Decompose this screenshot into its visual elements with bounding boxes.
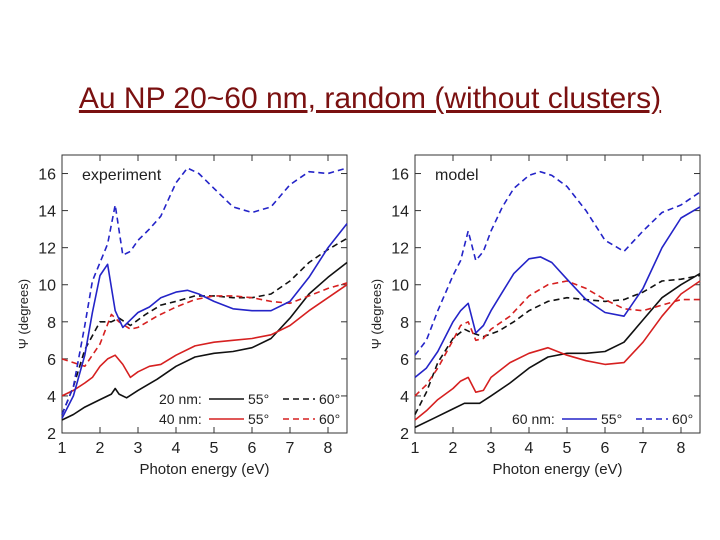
x-tick-label: 4 xyxy=(525,440,534,457)
series-line-red-solid xyxy=(414,280,701,421)
x-tick-label: 6 xyxy=(248,440,257,457)
x-tick-label: 8 xyxy=(324,440,333,457)
legend-label-solid: 55° xyxy=(248,411,269,427)
y-axis-label: Ψ (degrees) xyxy=(369,279,384,349)
plot-frame xyxy=(414,154,701,434)
series-line-red-solid xyxy=(61,284,348,397)
x-tick-label: 2 xyxy=(449,440,458,457)
series-line-black-solid xyxy=(61,261,348,421)
series-line-black-solid xyxy=(414,272,701,429)
plot-frame xyxy=(61,154,348,434)
y-tick-label: 12 xyxy=(391,241,409,258)
x-tick-label: 4 xyxy=(172,440,181,457)
y-tick-label: 14 xyxy=(391,204,409,221)
legend-prefix: 20 nm: xyxy=(159,391,202,407)
y-tick-label: 6 xyxy=(47,352,56,369)
y-tick-label: 16 xyxy=(38,167,56,184)
y-axis-label: Ψ (degrees) xyxy=(16,279,31,349)
y-tick-label: 4 xyxy=(400,389,409,406)
panel-label: model xyxy=(435,167,479,184)
y-tick-label: 6 xyxy=(400,352,409,369)
y-tick-label: 8 xyxy=(47,315,56,332)
x-tick-label: 1 xyxy=(58,440,67,457)
legend-label-solid: 55° xyxy=(248,391,269,407)
legend-label-solid: 55° xyxy=(601,411,622,427)
y-tick-label: 10 xyxy=(38,278,56,295)
legend-prefix: 40 nm: xyxy=(159,411,202,427)
slide-title: Au NP 20~60 nm, random (without clusters… xyxy=(78,82,662,115)
x-tick-label: 2 xyxy=(96,440,105,457)
x-tick-label: 3 xyxy=(487,440,496,457)
y-tick-label: 10 xyxy=(391,278,409,295)
x-tick-label: 5 xyxy=(210,440,219,457)
legend-label-dashed: 60° xyxy=(319,411,340,427)
series-line-black-dashed xyxy=(61,237,348,415)
series-line-blue-dashed xyxy=(61,167,348,415)
x-axis-label: Photon energy (eV) xyxy=(139,461,269,478)
x-axis-label: Photon energy (eV) xyxy=(492,461,622,478)
x-tick-label: 7 xyxy=(639,440,648,457)
y-tick-label: 12 xyxy=(38,241,56,258)
legend-label-dashed: 60° xyxy=(319,391,340,407)
legend-label-dashed: 60° xyxy=(672,411,693,427)
series-line-blue-solid xyxy=(414,206,701,379)
y-tick-label: 2 xyxy=(47,426,56,443)
y-tick-label: 2 xyxy=(400,426,409,443)
series-line-black-dashed xyxy=(414,274,701,415)
panel-label: experiment xyxy=(82,167,162,184)
x-tick-label: 8 xyxy=(677,440,686,457)
x-tick-label: 7 xyxy=(286,440,295,457)
series-line-blue-dashed xyxy=(414,170,701,356)
y-tick-label: 16 xyxy=(391,167,409,184)
series-line-red-dashed xyxy=(414,280,700,397)
y-tick-label: 4 xyxy=(47,389,56,406)
series-line-blue-solid xyxy=(61,223,348,419)
legend-prefix: 60 nm: xyxy=(512,411,555,427)
series-line-red-dashed xyxy=(61,282,348,368)
x-tick-label: 6 xyxy=(601,440,610,457)
y-tick-label: 14 xyxy=(38,204,56,221)
x-tick-label: 1 xyxy=(411,440,420,457)
y-tick-label: 8 xyxy=(400,315,409,332)
x-tick-label: 3 xyxy=(134,440,143,457)
x-tick-label: 5 xyxy=(563,440,572,457)
